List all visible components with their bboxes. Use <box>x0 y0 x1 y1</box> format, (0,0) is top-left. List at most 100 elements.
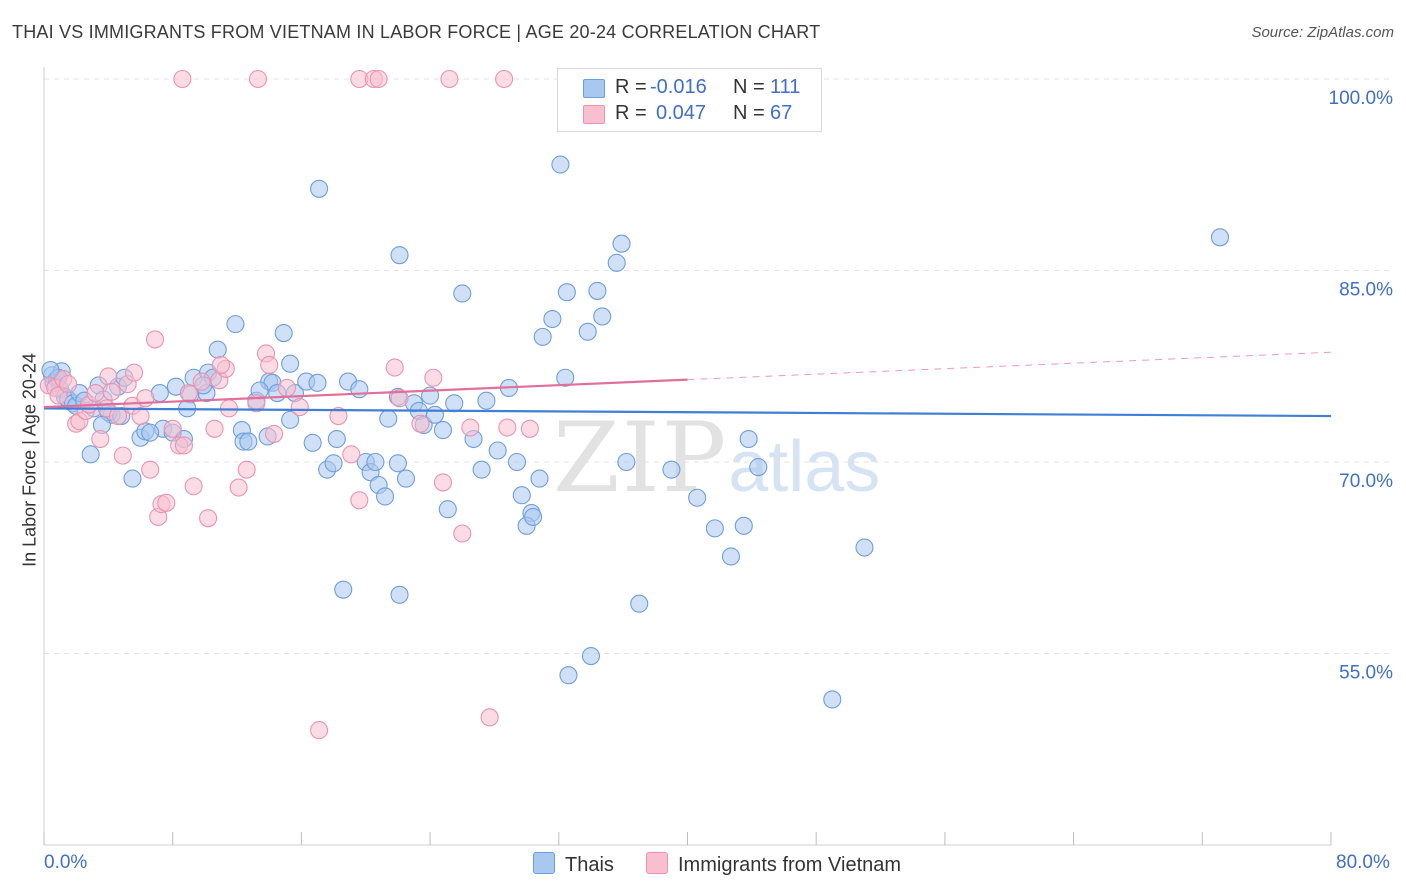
vietnam-point <box>342 445 361 464</box>
vietnam-point <box>350 491 369 510</box>
thais-point <box>524 507 543 526</box>
thais-point <box>559 666 578 685</box>
thais-point <box>557 283 576 302</box>
thais-point <box>390 585 409 604</box>
thais-point <box>350 380 369 399</box>
series-legend: Thais Immigrants from Vietnam <box>0 852 1406 878</box>
thais-point <box>578 322 597 341</box>
vietnam-point <box>385 358 404 377</box>
vietnam-point <box>59 375 78 394</box>
thais-point <box>588 281 607 300</box>
vietnam-point <box>211 355 231 375</box>
vietnam-point <box>453 524 472 543</box>
thais-point <box>324 454 343 473</box>
legend-label-thais: Thais <box>565 854 614 876</box>
thais-point <box>617 452 636 472</box>
thais-point <box>438 500 457 519</box>
vietnam-point <box>265 424 284 443</box>
vietnam-point <box>205 419 224 438</box>
y-tick-label: 55.0% <box>1339 663 1393 684</box>
thais-point <box>612 234 631 253</box>
legend-item-thais[interactable]: Thais <box>533 852 614 877</box>
y-tick-label: 100.0% <box>1329 88 1394 109</box>
chart-title: THAI VS IMMIGRANTS FROM VIETNAM IN LABOR… <box>12 22 821 42</box>
thais-point <box>533 327 552 346</box>
thais-point <box>281 410 300 429</box>
vietnam-legend-swatch <box>646 852 668 874</box>
x-tick-max: 80.0% <box>1336 852 1390 873</box>
vietnam-trend-extension <box>687 351 1332 381</box>
vietnam-point <box>369 69 388 89</box>
thais-point <box>379 409 398 428</box>
thais-swatch <box>583 79 605 98</box>
thais-point <box>512 486 531 505</box>
vietnam-trend-line <box>43 378 688 409</box>
thais-point <box>607 253 626 272</box>
thais-point <box>366 452 385 472</box>
vietnam-point <box>174 436 194 455</box>
n-value: 67 <box>770 102 793 124</box>
vietnam-point <box>260 355 279 375</box>
vietnam-point <box>248 69 268 89</box>
thais-point <box>445 394 464 413</box>
thais-point <box>388 454 407 473</box>
thais-point <box>630 594 649 613</box>
y-tick-label: 85.0% <box>1339 280 1393 301</box>
vietnam-point <box>163 419 182 438</box>
x-tick-min: 0.0% <box>44 852 88 873</box>
thais-point <box>551 155 570 174</box>
vietnam-point <box>192 372 211 391</box>
r-value: -0.016 <box>650 76 707 98</box>
vietnam-point <box>102 382 121 401</box>
thais-point <box>208 340 227 359</box>
vietnam-point <box>86 384 105 403</box>
n-value: 111 <box>770 76 801 98</box>
vietnam-point <box>145 330 165 349</box>
vietnam-point <box>329 406 348 426</box>
thais-point <box>303 433 322 452</box>
vietnam-point <box>480 708 499 727</box>
vietnam-point <box>99 367 118 386</box>
r-label: R = <box>615 76 647 98</box>
source-label: Source: ZipAtlas.com <box>1251 24 1394 41</box>
thais-point <box>396 469 416 488</box>
thais-point <box>543 309 562 329</box>
thais-point <box>581 647 601 666</box>
vietnam-swatch <box>583 105 605 124</box>
vietnam-point <box>290 398 309 417</box>
vietnam-point <box>498 418 517 437</box>
thais-point <box>141 423 160 442</box>
vietnam-point <box>424 368 443 387</box>
vietnam-point <box>411 414 430 433</box>
thais-point <box>334 580 353 599</box>
thais-point <box>433 421 453 440</box>
vietnam-point <box>113 446 132 465</box>
vietnam-point <box>461 418 480 437</box>
vietnam-point <box>157 493 176 512</box>
thais-point <box>734 516 753 535</box>
thais-point <box>477 391 496 410</box>
thais-point <box>662 460 681 479</box>
vietnam-point <box>125 363 144 382</box>
vietnam-point <box>390 389 409 408</box>
thais-point <box>507 452 527 472</box>
vietnam-point <box>433 473 453 492</box>
thais-point <box>472 460 491 479</box>
thais-point <box>123 469 142 488</box>
thais-point <box>310 179 329 198</box>
vietnam-point <box>495 69 514 89</box>
n-label: N = <box>733 76 765 98</box>
vietnam-point <box>199 509 218 528</box>
thais-point <box>721 547 740 566</box>
legend-label-vietnam: Immigrants from Vietnam <box>678 854 902 876</box>
stats-legend: R = -0.016 N = 111 R = 0.047 N = 67 <box>557 68 822 132</box>
legend-item-vietnam[interactable]: Immigrants from Vietnam <box>646 852 901 877</box>
thais-point <box>530 469 549 488</box>
vietnam-point <box>440 69 459 89</box>
vietnam-point <box>184 477 203 496</box>
r-label: R = <box>615 102 647 124</box>
thais-point <box>1210 228 1230 247</box>
y-axis-label: In Labor Force | Age 20-24 <box>19 353 40 567</box>
vietnam-point <box>310 721 329 740</box>
